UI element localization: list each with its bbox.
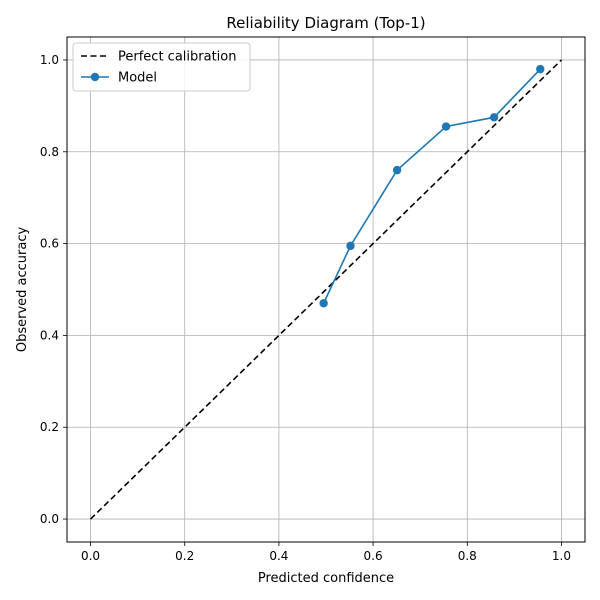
x-tick-label: 0.6	[364, 549, 383, 563]
legend-label: Model	[118, 71, 157, 86]
legend: Perfect calibration Model	[72, 42, 251, 92]
x-tick-label: 0.2	[175, 549, 194, 563]
legend-marker	[90, 72, 100, 82]
plot-frame	[66, 36, 586, 543]
x-tick-label: 0.4	[269, 549, 288, 563]
x-axis-title: Predicted confidence	[258, 571, 394, 586]
y-tick-label: 0.8	[40, 145, 59, 159]
model-data-point	[441, 122, 451, 131]
y-tick-label: 0.6	[40, 237, 59, 251]
series-line-model	[322, 68, 541, 304]
plot-series	[89, 59, 563, 520]
y-tick-label: 1.0	[40, 53, 59, 67]
model-data-point	[489, 113, 499, 122]
model-data-point	[346, 241, 355, 251]
y-tick-label: 0.4	[40, 328, 59, 342]
model-data-point	[319, 299, 328, 308]
x-tick-label: 1.0	[552, 549, 571, 563]
x-tick-label: 0.0	[81, 549, 100, 563]
y-axis-title: Observed accuracy	[15, 227, 30, 353]
series-line-perfect-calibration	[89, 59, 563, 520]
axis-ticks: 0.0 0.2 0.4 0.6 0.8 1.0 0.0 0.2 0.4 0.6 0.8 1.0	[40, 53, 571, 563]
grid	[67, 37, 585, 542]
model-data-point	[392, 165, 402, 175]
chart-title: Reliability Diagram (Top-1)	[226, 14, 425, 32]
x-tick-label: 0.8	[458, 549, 477, 563]
legend-box	[72, 42, 251, 92]
y-tick-label: 0.2	[40, 420, 59, 434]
legend-label: Perfect calibration	[118, 50, 236, 65]
y-tick-label: 0.0	[40, 512, 59, 526]
model-data-point	[536, 64, 545, 74]
